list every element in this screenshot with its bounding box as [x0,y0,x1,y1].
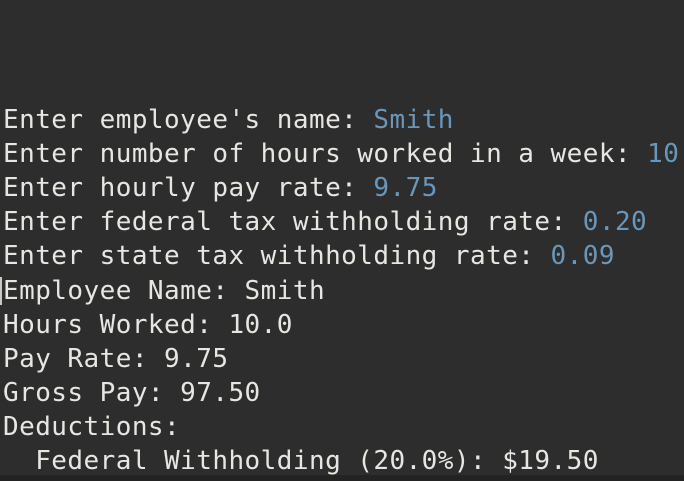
program-output-text: Hours Worked: 10.0 [3,309,293,340]
console-line: Pay Rate: 9.75 [0,342,684,376]
program-output-text: Enter hourly pay rate: [3,172,374,203]
console-line: Enter hourly pay rate: 9.75 [0,171,684,205]
program-output-text: Employee Name: Smith [3,275,326,306]
console-bottom-edge [0,475,684,481]
program-output-text: Gross Pay: 97.50 [3,378,261,409]
console-line: Federal Withholding (20.0%): $19.50 [0,444,684,478]
console-line: Enter employee's name: Smith [0,103,684,137]
program-output-text: Enter number of hours worked in a week: [3,138,648,169]
console-line: Deductions: [0,410,684,444]
program-output-text: Enter employee's name: [3,104,374,135]
program-output-text: Federal Withholding (20.0%): $19.50 [3,446,599,477]
user-input-text: 0.20 [582,207,648,238]
console-line: Hours Worked: 10.0 [0,308,684,342]
console-line: Enter state tax withholding rate: 0.09 [0,239,684,273]
console-line: Enter federal tax withholding rate: 0.20 [0,205,684,239]
program-output-text: Pay Rate: 9.75 [3,343,229,374]
user-input-text: Smith [373,104,454,135]
user-input-text: 10 [647,138,680,169]
console-line: Employee Name: Smith [0,274,684,308]
user-input-text: 0.09 [550,241,615,272]
user-input-text: 9.75 [373,172,438,203]
program-output-text: Enter federal tax withholding rate: [3,207,583,238]
console-line: Enter number of hours worked in a week: … [0,137,684,171]
text-cursor [0,276,2,305]
program-output-text: Enter state tax withholding rate: [3,241,551,272]
program-output-text: Deductions: [3,412,181,443]
console-line: Gross Pay: 97.50 [0,376,684,410]
